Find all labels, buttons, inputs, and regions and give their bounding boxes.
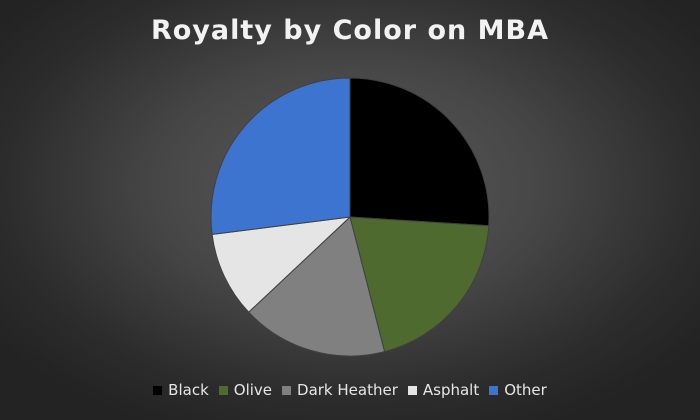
legend-label: Olive (233, 381, 273, 399)
legend-item[interactable]: Black (153, 381, 209, 399)
legend-item[interactable]: Asphalt (407, 381, 480, 399)
legend-swatch (282, 385, 292, 395)
pie-slice-other[interactable] (210, 77, 351, 235)
legend-label: Asphalt (422, 381, 480, 399)
legend-swatch (153, 385, 163, 395)
chart-legend: Black Olive Dark Heather Asphalt Other (0, 381, 700, 399)
pie-slice-olive[interactable] (349, 216, 490, 353)
legend-swatch (407, 385, 417, 395)
legend-item[interactable]: Other (489, 381, 547, 399)
legend-item[interactable]: Olive (218, 381, 273, 399)
pie-slice-black[interactable] (349, 77, 490, 227)
legend-label: Other (504, 381, 547, 399)
legend-swatch (489, 385, 499, 395)
pie-slice-dark-heather[interactable] (247, 216, 386, 357)
legend-label: Black (168, 381, 209, 399)
chart-title: Royalty by Color on MBA (150, 15, 550, 46)
legend-swatch (218, 385, 228, 395)
pie-slice-asphalt[interactable] (211, 216, 352, 313)
legend-item[interactable]: Dark Heather (282, 381, 398, 399)
legend-label: Dark Heather (297, 381, 398, 399)
